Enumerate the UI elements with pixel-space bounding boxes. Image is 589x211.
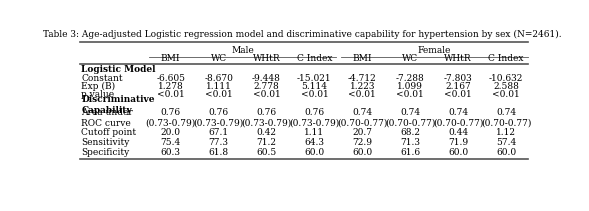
Text: 2.167: 2.167 [445, 82, 471, 91]
Text: 1.223: 1.223 [350, 82, 375, 91]
Text: Female: Female [418, 46, 451, 55]
Text: BMI: BMI [161, 54, 180, 63]
Text: -6.605: -6.605 [156, 74, 185, 83]
Text: WHtR: WHtR [444, 54, 472, 63]
Text: -9.448: -9.448 [252, 74, 281, 83]
Text: 1.12: 1.12 [496, 128, 516, 137]
Text: 64.3: 64.3 [305, 138, 325, 147]
Text: 60.0: 60.0 [496, 148, 516, 157]
Text: 60.0: 60.0 [305, 148, 325, 157]
Text: 0.74
(0.70-0.77): 0.74 (0.70-0.77) [481, 108, 531, 128]
Text: 20.0: 20.0 [161, 128, 181, 137]
Text: -8.670: -8.670 [204, 74, 233, 83]
Text: 0.76
(0.73-0.79): 0.76 (0.73-0.79) [241, 108, 292, 128]
Text: <0.01: <0.01 [492, 90, 520, 99]
Text: 0.76
(0.73-0.79): 0.76 (0.73-0.79) [289, 108, 339, 128]
Text: 60.5: 60.5 [256, 148, 277, 157]
Text: 72.9: 72.9 [352, 138, 372, 147]
Text: 75.4: 75.4 [160, 138, 181, 147]
Text: Exp (B): Exp (B) [81, 82, 115, 91]
Text: 67.1: 67.1 [209, 128, 229, 137]
Text: Table 3: Age-adjusted Logistic regression model and discriminative capability fo: Table 3: Age-adjusted Logistic regressio… [42, 29, 561, 38]
Text: Discriminative
Capability: Discriminative Capability [81, 95, 155, 115]
Text: 71.9: 71.9 [448, 138, 468, 147]
Text: 71.3: 71.3 [401, 138, 421, 147]
Text: <0.01: <0.01 [205, 90, 233, 99]
Text: 1.11: 1.11 [305, 128, 325, 137]
Text: 5.114: 5.114 [302, 82, 327, 91]
Text: Male: Male [231, 46, 254, 55]
Text: Sensitivity: Sensitivity [81, 138, 130, 147]
Text: Cutoff point: Cutoff point [81, 128, 137, 137]
Text: -7.803: -7.803 [444, 74, 472, 83]
Text: 0.74
(0.70-0.77): 0.74 (0.70-0.77) [433, 108, 484, 128]
Text: -7.288: -7.288 [396, 74, 425, 83]
Text: 60.0: 60.0 [448, 148, 468, 157]
Text: C Index: C Index [297, 54, 332, 63]
Text: 0.44: 0.44 [448, 128, 468, 137]
Text: 60.0: 60.0 [352, 148, 372, 157]
Text: 77.3: 77.3 [209, 138, 229, 147]
Text: 2.778: 2.778 [254, 82, 279, 91]
Text: WC: WC [210, 54, 227, 63]
Text: 1.099: 1.099 [398, 82, 423, 91]
Text: WHtR: WHtR [253, 54, 280, 63]
Text: p value: p value [81, 90, 114, 99]
Text: <0.01: <0.01 [253, 90, 280, 99]
Text: 0.76
(0.73-0.79): 0.76 (0.73-0.79) [145, 108, 196, 128]
Text: 61.8: 61.8 [209, 148, 229, 157]
Text: <0.01: <0.01 [444, 90, 472, 99]
Text: -10.632: -10.632 [489, 74, 523, 83]
Text: Specificity: Specificity [81, 148, 130, 157]
Text: 68.2: 68.2 [401, 128, 421, 137]
Text: -4.712: -4.712 [348, 74, 377, 83]
Text: 20.7: 20.7 [352, 128, 372, 137]
Text: Logistic Model: Logistic Model [81, 65, 156, 74]
Text: 61.6: 61.6 [400, 148, 421, 157]
Text: 71.2: 71.2 [256, 138, 276, 147]
Text: Constant: Constant [81, 74, 123, 83]
Text: 2.588: 2.588 [493, 82, 519, 91]
Text: BMI: BMI [353, 54, 372, 63]
Text: <0.01: <0.01 [396, 90, 424, 99]
Text: 60.3: 60.3 [161, 148, 181, 157]
Text: WC: WC [402, 54, 418, 63]
Text: 0.76
(0.73-0.79): 0.76 (0.73-0.79) [193, 108, 244, 128]
Text: -15.021: -15.021 [297, 74, 332, 83]
Text: 0.74
(0.70-0.77): 0.74 (0.70-0.77) [385, 108, 435, 128]
Text: <0.01: <0.01 [349, 90, 376, 99]
Text: 0.74
(0.70-0.77): 0.74 (0.70-0.77) [337, 108, 388, 128]
Text: <0.01: <0.01 [157, 90, 184, 99]
Text: 1.111: 1.111 [206, 82, 231, 91]
Text: <0.01: <0.01 [300, 90, 328, 99]
Text: 0.42: 0.42 [256, 128, 276, 137]
Text: 1.278: 1.278 [158, 82, 184, 91]
Text: 57.4: 57.4 [496, 138, 517, 147]
Text: Area under
ROC curve: Area under ROC curve [81, 108, 133, 128]
Text: C Index: C Index [488, 54, 524, 63]
